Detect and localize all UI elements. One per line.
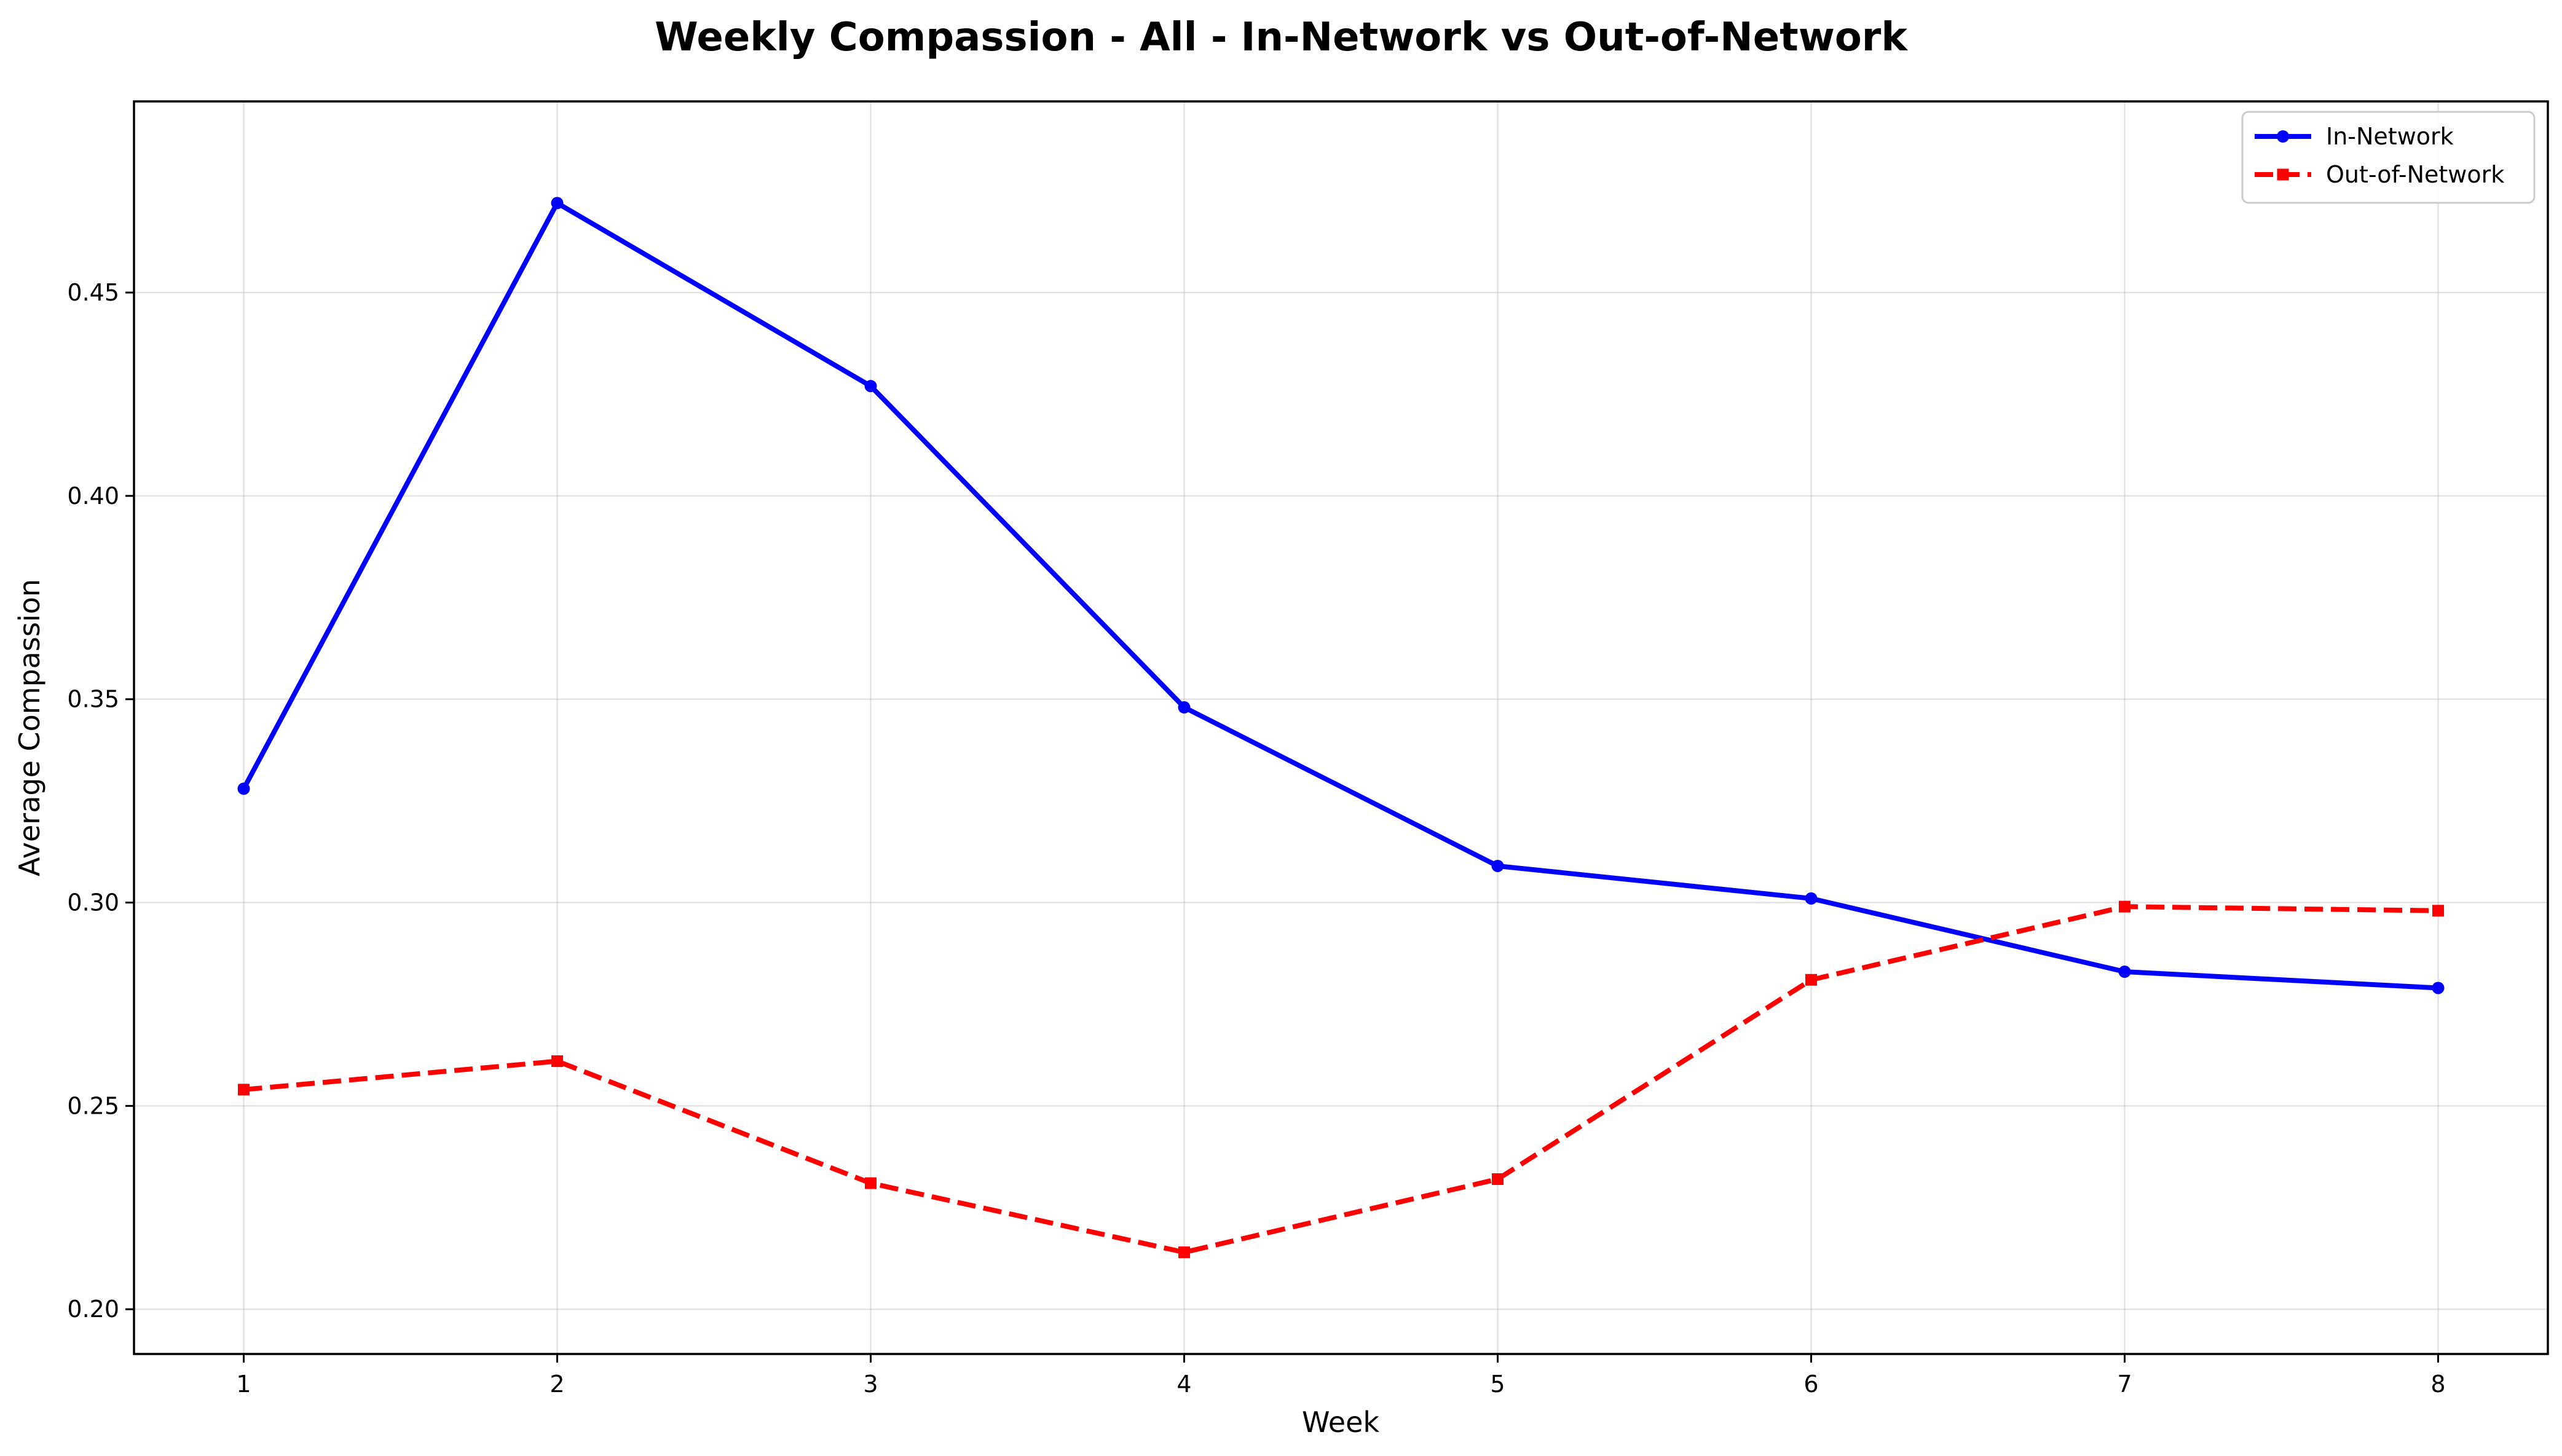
x-axis-ticks: 1 2 3 4 5 6 7 8 xyxy=(236,1354,2446,1398)
data-point xyxy=(2432,982,2445,994)
series-in-network xyxy=(237,197,2445,994)
data-point xyxy=(1491,859,1504,872)
legend-marker xyxy=(2277,130,2289,143)
legend-label: Out-of-Network xyxy=(2326,161,2504,188)
y-tick-label: 0.35 xyxy=(67,686,119,713)
x-tick-label: 4 xyxy=(1177,1371,1191,1398)
data-point xyxy=(238,1084,250,1096)
legend-entry: Out-of-Network xyxy=(2255,161,2504,188)
legend: In-Network Out-of-Network xyxy=(2241,111,2536,204)
data-point xyxy=(2119,900,2130,913)
y-axis-ticks: 0.20 0.25 0.30 0.35 0.40 0.45 xyxy=(67,279,134,1323)
y-tick-label: 0.20 xyxy=(67,1296,119,1323)
legend-entry: In-Network xyxy=(2255,123,2454,150)
y-tick-label: 0.25 xyxy=(67,1092,119,1119)
series-line-out-of-network xyxy=(243,904,2438,1255)
series-line-in-network xyxy=(241,200,2438,991)
data-point xyxy=(864,380,877,393)
x-tick-label: 7 xyxy=(2117,1371,2132,1398)
legend-items: In-Network Out-of-Network xyxy=(2255,123,2504,188)
y-axis-label: Average Compassion xyxy=(13,579,46,876)
x-tick-label: 1 xyxy=(236,1371,251,1398)
data-point xyxy=(1805,892,1818,905)
x-tick-label: 2 xyxy=(550,1371,564,1398)
data-point xyxy=(1178,701,1191,714)
data-point xyxy=(865,1177,877,1189)
data-point xyxy=(551,1055,563,1068)
x-tick-label: 8 xyxy=(2430,1371,2445,1398)
chart-title: Weekly Compassion - All - In-Network vs … xyxy=(655,15,1908,60)
y-tick-label: 0.45 xyxy=(67,279,119,306)
x-axis-label: Week xyxy=(1302,1406,1379,1439)
series-out-of-network xyxy=(238,900,2444,1259)
x-tick-label: 6 xyxy=(1803,1371,1818,1398)
plot-area-frame xyxy=(133,100,2549,1355)
data-point xyxy=(237,782,250,795)
data-point xyxy=(2432,905,2444,917)
data-point xyxy=(1178,1246,1190,1259)
legend-marker xyxy=(2277,168,2289,181)
data-point xyxy=(551,197,564,210)
data-point xyxy=(1492,1173,1504,1185)
legend-frame xyxy=(2241,111,2536,204)
y-tick-label: 0.30 xyxy=(67,889,119,916)
legend-label: In-Network xyxy=(2326,123,2454,150)
data-point xyxy=(1805,974,1817,986)
data-point xyxy=(2118,966,2131,978)
y-tick-label: 0.40 xyxy=(67,482,119,510)
grid-lines xyxy=(134,101,2548,1354)
series-layer xyxy=(237,197,2445,1259)
x-tick-label: 5 xyxy=(1490,1371,1505,1398)
x-tick-label: 3 xyxy=(863,1371,878,1398)
